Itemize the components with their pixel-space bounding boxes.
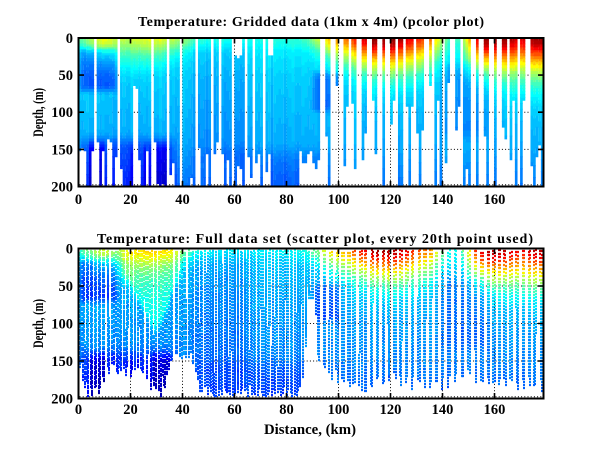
svg-text:0: 0: [75, 192, 82, 208]
svg-text:100: 100: [51, 317, 73, 333]
svg-text:0: 0: [66, 31, 73, 47]
svg-text:20: 20: [123, 402, 138, 418]
svg-text:150: 150: [51, 142, 73, 158]
svg-text:40: 40: [175, 402, 190, 418]
svg-text:120: 120: [380, 402, 402, 418]
svg-text:80: 80: [279, 192, 294, 208]
svg-text:20: 20: [123, 192, 138, 208]
svg-text:80: 80: [279, 402, 294, 418]
svg-text:100: 100: [328, 402, 350, 418]
svg-text:Distance, (km): Distance, (km): [264, 422, 356, 438]
svg-text:Depth, (m): Depth, (m): [31, 88, 47, 137]
svg-text:160: 160: [484, 402, 506, 418]
svg-text:160: 160: [484, 192, 506, 208]
svg-text:Temperature: Gridded data (1km: Temperature: Gridded data (1km x 4m) (pc…: [138, 15, 484, 30]
svg-text:140: 140: [432, 192, 454, 208]
svg-text:120: 120: [380, 192, 402, 208]
svg-text:0: 0: [75, 402, 82, 418]
svg-text:50: 50: [59, 68, 74, 84]
svg-text:60: 60: [227, 192, 242, 208]
svg-text:200: 200: [51, 180, 73, 196]
svg-text:100: 100: [328, 192, 350, 208]
svg-text:0: 0: [66, 242, 73, 258]
svg-text:Depth, (m): Depth, (m): [31, 299, 47, 348]
svg-text:200: 200: [51, 392, 73, 408]
svg-text:60: 60: [227, 402, 242, 418]
svg-text:100: 100: [51, 105, 73, 121]
svg-text:40: 40: [175, 192, 190, 208]
svg-text:Temperature: Full data set (sc: Temperature: Full data set (scatter plot…: [97, 232, 533, 247]
svg-text:150: 150: [51, 354, 73, 370]
svg-text:50: 50: [59, 279, 74, 295]
svg-text:140: 140: [432, 402, 454, 418]
